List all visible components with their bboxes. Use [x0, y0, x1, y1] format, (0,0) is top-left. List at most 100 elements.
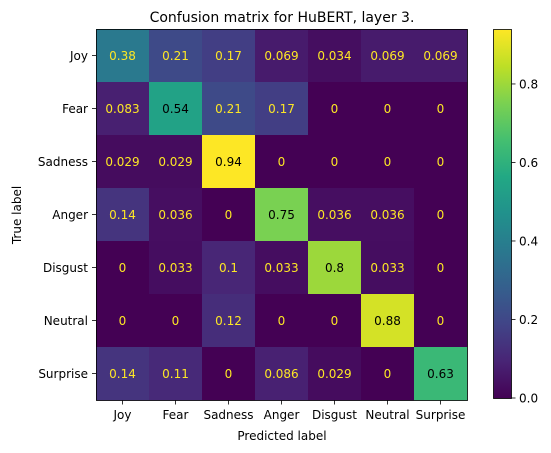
heatmap-cell — [414, 294, 468, 348]
heatmap-cell — [361, 135, 415, 189]
heatmap-cell — [96, 135, 150, 189]
heatmap-cell — [308, 82, 362, 136]
cell-value-label: 0.14 — [109, 208, 136, 222]
cell-value-label: 0.21 — [215, 102, 242, 116]
cell-value-label: 0 — [119, 261, 127, 275]
heatmap-cell — [308, 188, 362, 242]
cell-value-label: 0.034 — [317, 49, 351, 63]
cell-value-label: 0.083 — [105, 102, 139, 116]
colorbar-tick-label: 0.6 — [519, 156, 538, 170]
heatmap-cell — [149, 29, 203, 83]
heatmap-cell — [149, 188, 203, 242]
x-axis: Joy Fear Sadness Anger Disgust Neutral Surpris… — [113, 400, 466, 422]
cell-value-label: 0 — [172, 314, 180, 328]
cell-value-label: 0 — [278, 314, 286, 328]
y-tick-label: Disgust — [43, 261, 88, 275]
heatmap-cell — [149, 241, 203, 295]
cell-value-label: 0 — [331, 314, 339, 328]
cell-value-label: 0.033 — [158, 261, 192, 275]
heatmap-cell — [308, 347, 362, 401]
heatmap-cell — [149, 347, 203, 401]
y-tick-label: Fear — [62, 102, 88, 116]
heatmap-cell — [414, 29, 468, 83]
colorbar-tick-label: 0.2 — [519, 313, 538, 327]
cell-value-label: 0.029 — [158, 155, 192, 169]
colorbar — [493, 29, 512, 399]
heatmap-cell — [414, 135, 468, 189]
cell-value-label: 0 — [437, 102, 445, 116]
x-tick-label: Neutral — [365, 408, 409, 422]
heatmap-cell — [255, 294, 309, 348]
heatmap-cell — [361, 241, 415, 295]
y-tick-label: Sadness — [38, 155, 88, 169]
cell-value-label: 0 — [225, 367, 233, 381]
cell-value-label: 0.8 — [325, 261, 344, 275]
chart-title: Confusion matrix for HuBERT, layer 3. — [150, 10, 415, 26]
colorbar-tick-label: 0.8 — [519, 77, 538, 91]
heatmap-cell — [202, 241, 256, 295]
heatmap-cell — [361, 82, 415, 136]
heatmap-cell — [308, 241, 362, 295]
y-tick-label: Surprise — [38, 367, 88, 381]
cell-value-label: 0.54 — [162, 102, 189, 116]
colorbar-ticks: 0.0 0.2 0.4 0.6 0.8 — [511, 77, 538, 406]
heatmap-cell — [149, 135, 203, 189]
cell-value-label: 0 — [331, 102, 339, 116]
heatmap-cell — [414, 241, 468, 295]
cell-value-label: 0.036 — [317, 208, 351, 222]
heatmap-cell — [96, 347, 150, 401]
heatmap-cell — [202, 135, 256, 189]
heatmap-cell — [202, 347, 256, 401]
cell-value-label: 0.033 — [370, 261, 404, 275]
heatmap-cell — [361, 29, 415, 83]
heatmap-cell — [255, 188, 309, 242]
cell-value-label: 0.17 — [268, 102, 295, 116]
heatmap-cell — [202, 188, 256, 242]
x-tick-label: Sadness — [203, 408, 253, 422]
heatmap-cell — [414, 347, 468, 401]
heatmap-cell — [149, 82, 203, 136]
cell-value-label: 0 — [384, 155, 392, 169]
y-tick-label: Joy — [69, 49, 88, 63]
heatmap-cell — [361, 294, 415, 348]
cell-value-label: 0.11 — [162, 367, 189, 381]
cell-value-label: 0.1 — [219, 261, 238, 275]
heatmap-cell — [96, 294, 150, 348]
heatmap-cells: 0.38 0.21 0.17 0.069 0.034 0.069 0.069 0.083 0.5… — [96, 29, 468, 401]
cell-value-label: 0 — [384, 102, 392, 116]
heatmap-cell — [96, 188, 150, 242]
x-tick-label: Fear — [163, 408, 189, 422]
heatmap-cell — [308, 29, 362, 83]
cell-value-label: 0 — [437, 155, 445, 169]
cell-value-label: 0 — [437, 261, 445, 275]
heatmap-cell — [96, 82, 150, 136]
cell-value-label: 0.069 — [264, 49, 298, 63]
cell-value-label: 0.38 — [109, 49, 136, 63]
cell-value-label: 0.036 — [370, 208, 404, 222]
cell-value-label: 0.036 — [158, 208, 192, 222]
cell-value-label: 0.14 — [109, 367, 136, 381]
heatmap-cell — [361, 347, 415, 401]
cell-value-label: 0 — [278, 155, 286, 169]
x-tick-label: Disgust — [312, 408, 357, 422]
cell-value-label: 0.17 — [215, 49, 242, 63]
y-tick-label: Anger — [52, 208, 88, 222]
cell-value-label: 0.069 — [423, 49, 457, 63]
cell-value-label: 0.12 — [215, 314, 242, 328]
heatmap-cell — [414, 188, 468, 242]
colorbar-tick-label: 0.0 — [519, 392, 538, 406]
x-tick-label: Surprise — [416, 408, 466, 422]
x-axis-label: Predicted label — [237, 429, 326, 443]
x-tick-label: Anger — [264, 408, 300, 422]
cell-value-label: 0.88 — [374, 314, 401, 328]
cell-value-label: 0.033 — [264, 261, 298, 275]
cell-value-label: 0 — [331, 155, 339, 169]
heatmap-cell — [96, 29, 150, 83]
heatmap-cell — [308, 294, 362, 348]
heatmap-cell — [255, 82, 309, 136]
heatmap-cell — [308, 135, 362, 189]
heatmap-cell — [361, 188, 415, 242]
cell-value-label: 0.029 — [105, 155, 139, 169]
heatmap-cell — [96, 241, 150, 295]
